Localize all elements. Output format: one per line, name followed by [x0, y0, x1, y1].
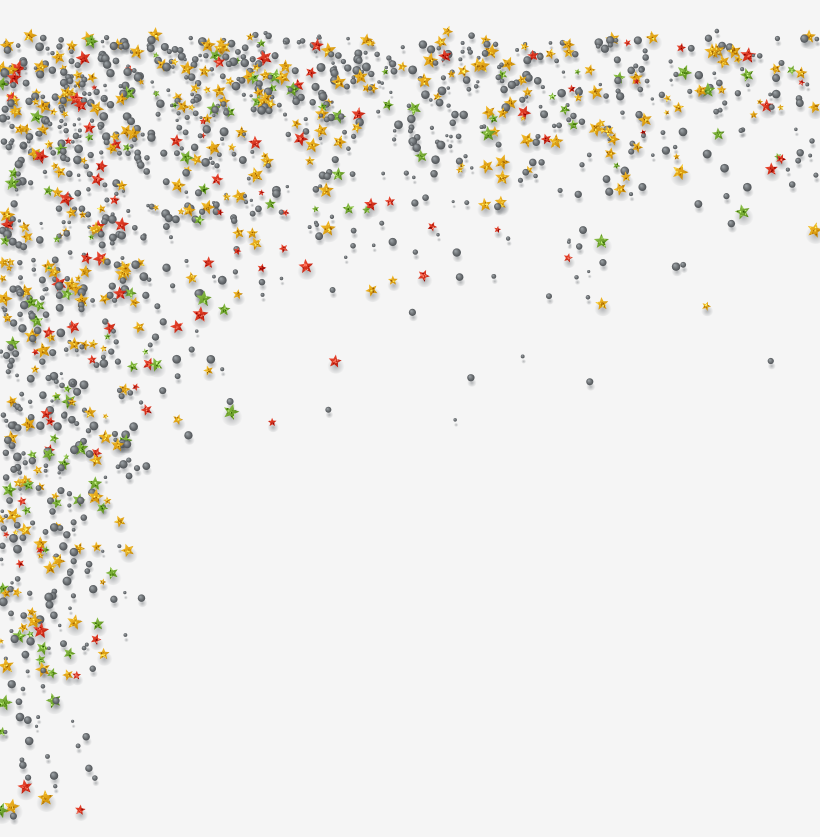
- artwork-stage: Gold, red and green glitter stars with g…: [0, 0, 820, 837]
- confetti-star-canvas: [0, 0, 820, 837]
